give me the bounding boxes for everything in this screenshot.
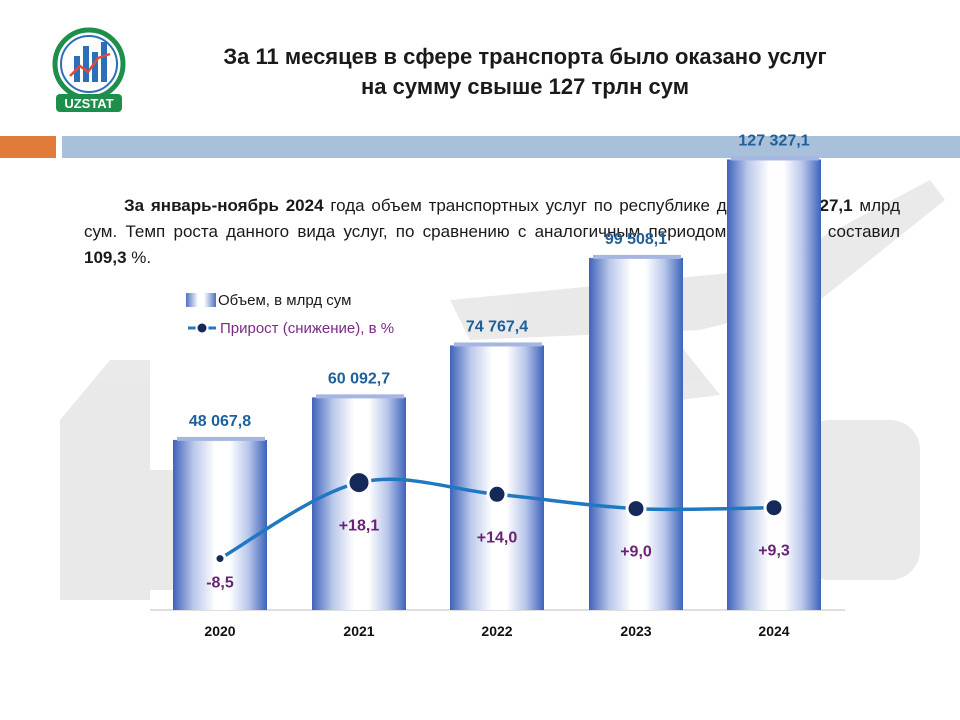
title-line-1: За 11 месяцев в сфере транспорта было ок…	[223, 44, 827, 69]
legend-growth-label: Прирост (снижение), в %	[220, 319, 395, 337]
bar-value-label-2024: 127 327,1	[738, 132, 809, 149]
para-text-1: года объем транспортных услуг по республ…	[323, 196, 775, 215]
legend-bar-swatch	[186, 293, 216, 307]
accent-band-orange	[0, 136, 56, 158]
x-tick-label-2022: 2022	[481, 623, 512, 639]
bar-2022	[450, 345, 544, 610]
para-bold-1: За январь-ноябрь 2024	[124, 196, 324, 215]
logo-text: UZSTAT	[64, 96, 113, 111]
bar-top-2022	[454, 342, 542, 347]
x-tick-label-2020: 2020	[204, 623, 235, 639]
chart-legend: Объем, в млрд сум Прирост (снижение), в …	[186, 288, 394, 344]
para-text-2: млрд сум. Темп роста данного вида услуг,…	[84, 196, 900, 241]
x-tick-label-2024: 2024	[758, 623, 789, 639]
bar-value-label-2020: 48 067,8	[189, 413, 251, 430]
growth-point-2023	[625, 498, 647, 520]
bar-top-2021	[316, 394, 404, 399]
bar-value-label-2022: 74 767,4	[466, 318, 528, 335]
x-tick-label-2023: 2023	[620, 623, 651, 639]
bar-2021	[312, 397, 406, 610]
para-bold-3: 109,3	[84, 248, 127, 267]
growth-point-2020	[213, 552, 227, 566]
para-text-3: %.	[126, 248, 152, 267]
bar-2020	[173, 439, 267, 610]
growth-point-2021	[346, 470, 372, 496]
bar-value-label-2023: 99 508,1	[605, 231, 667, 248]
legend-item-volume: Объем, в млрд сум	[186, 288, 394, 312]
growth-label-2024: +9,3	[758, 543, 790, 560]
legend-line-swatch	[188, 321, 216, 335]
growth-point-2022	[486, 483, 508, 505]
bar-2023	[589, 257, 683, 610]
page-title: За 11 месяцев в сфере транспорта было ок…	[150, 42, 900, 102]
growth-label-2021: +18,1	[339, 518, 380, 535]
growth-label-2020: -8,5	[206, 575, 234, 592]
legend-item-growth: Прирост (снижение), в %	[186, 316, 394, 340]
bar-top-2020	[177, 436, 265, 441]
legend-volume-label: Объем, в млрд сум	[218, 291, 352, 309]
title-line-2: на сумму свыше 127 трлн сум	[361, 74, 689, 99]
bar-value-label-2021: 60 092,7	[328, 370, 390, 387]
growth-label-2023: +9,0	[620, 544, 652, 561]
bar-top-2023	[593, 254, 681, 259]
bar-2024	[727, 159, 821, 610]
bar-top-2024	[731, 156, 819, 161]
uzstat-logo: UZSTAT	[50, 26, 128, 118]
accent-band-blue	[62, 136, 960, 158]
growth-label-2022: +14,0	[477, 529, 518, 546]
x-tick-label-2021: 2021	[343, 623, 374, 639]
growth-point-2024	[763, 497, 785, 519]
